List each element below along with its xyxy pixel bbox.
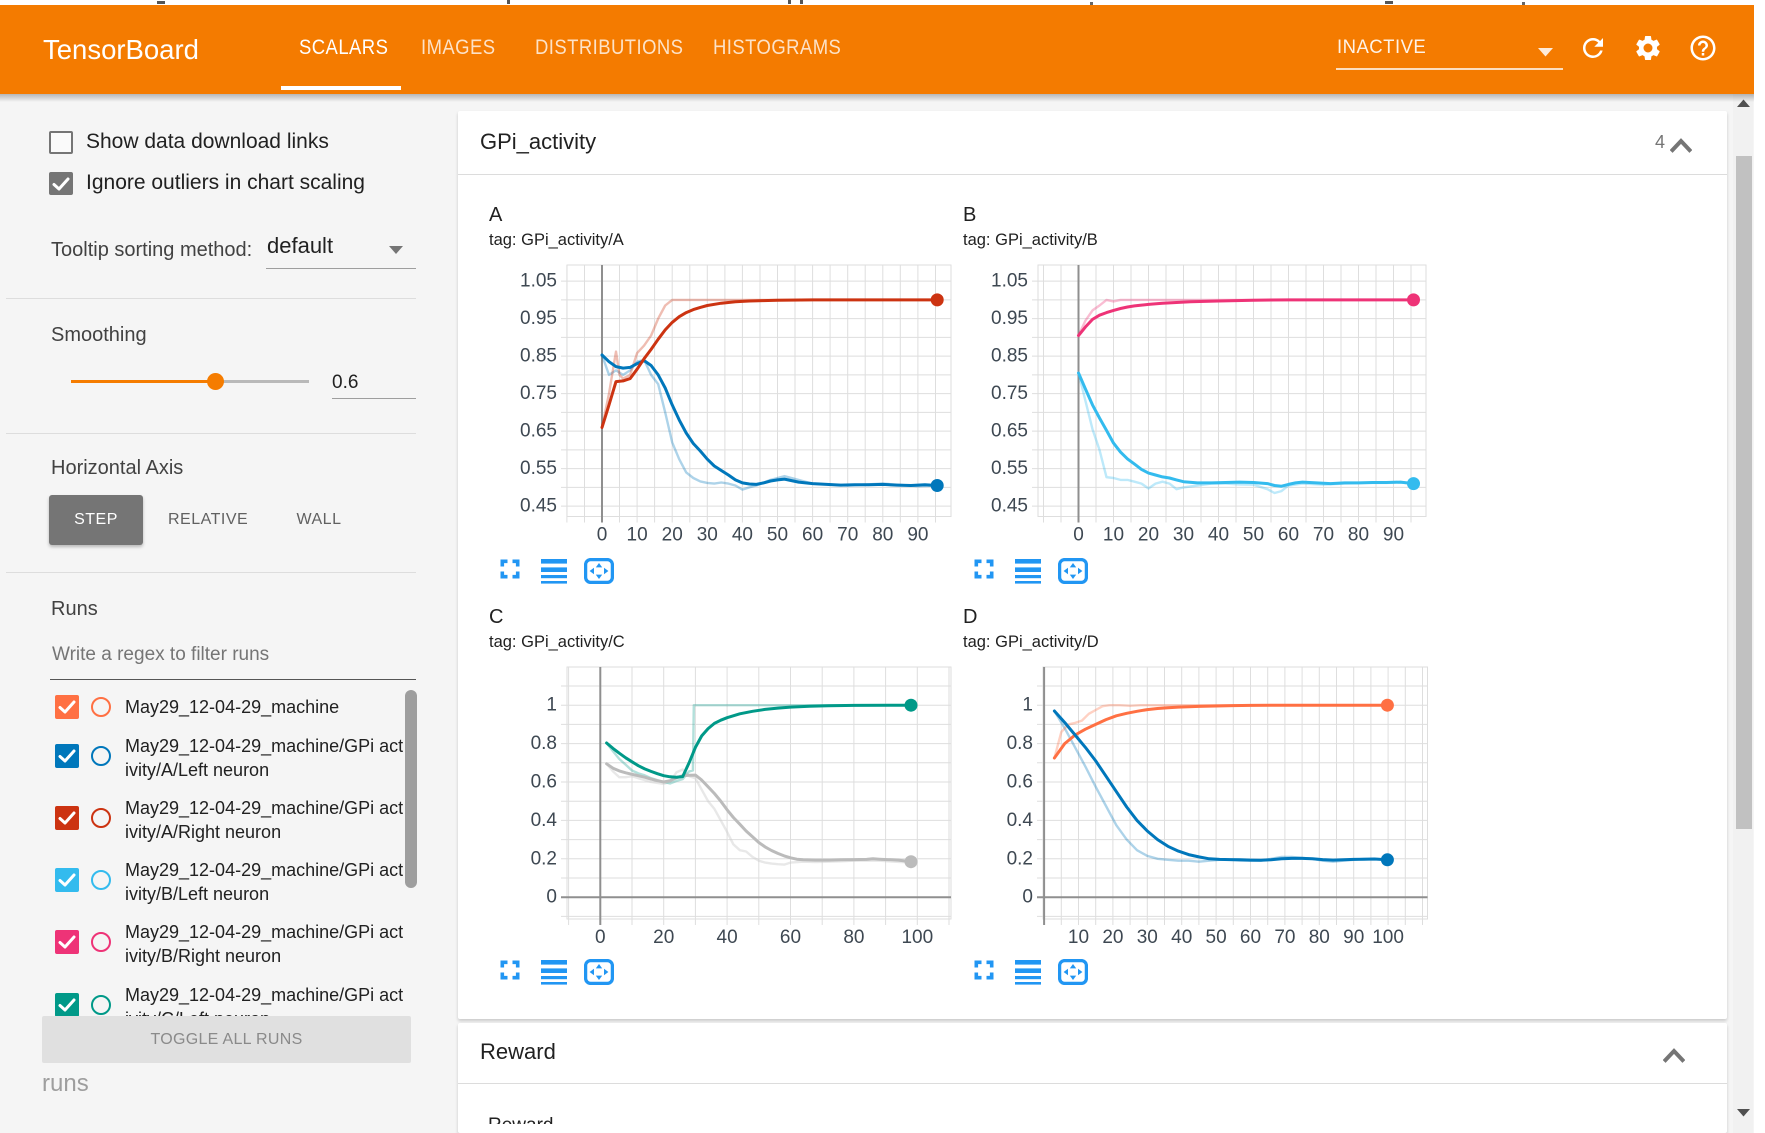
svg-text:80: 80 (1348, 524, 1369, 545)
svg-text:0.45: 0.45 (991, 495, 1028, 516)
svg-text:1: 1 (546, 695, 557, 716)
svg-text:30: 30 (697, 524, 718, 545)
svg-text:10: 10 (627, 524, 648, 545)
svg-text:40: 40 (716, 927, 737, 948)
svg-text:20: 20 (662, 524, 683, 545)
svg-text:60: 60 (1278, 524, 1299, 545)
svg-text:60: 60 (1239, 927, 1260, 948)
svg-text:70: 70 (837, 524, 858, 545)
svg-text:0.8: 0.8 (1006, 733, 1032, 754)
svg-text:100: 100 (901, 927, 933, 948)
svg-text:80: 80 (843, 927, 864, 948)
svg-text:20: 20 (1138, 524, 1159, 545)
svg-text:0.95: 0.95 (991, 308, 1028, 329)
svg-text:0.4: 0.4 (530, 810, 557, 831)
svg-text:0.85: 0.85 (520, 345, 557, 366)
svg-text:20: 20 (653, 927, 674, 948)
svg-text:30: 30 (1136, 927, 1157, 948)
svg-text:40: 40 (732, 524, 753, 545)
svg-text:80: 80 (1308, 927, 1329, 948)
svg-text:0: 0 (595, 927, 606, 948)
svg-text:0: 0 (1073, 524, 1084, 545)
svg-text:20: 20 (1102, 927, 1123, 948)
svg-text:40: 40 (1171, 927, 1192, 948)
svg-text:1: 1 (1022, 695, 1033, 716)
svg-text:0.6: 0.6 (530, 772, 556, 793)
svg-text:0.4: 0.4 (1006, 810, 1033, 831)
svg-text:1.05: 1.05 (991, 270, 1028, 291)
svg-text:0.8: 0.8 (530, 733, 556, 754)
svg-text:0.75: 0.75 (991, 383, 1028, 404)
svg-text:0: 0 (597, 524, 608, 545)
svg-text:0.6: 0.6 (1006, 772, 1032, 793)
svg-text:0.95: 0.95 (520, 308, 557, 329)
svg-text:100: 100 (1372, 927, 1404, 948)
svg-text:70: 70 (1274, 927, 1295, 948)
svg-text:0.75: 0.75 (520, 383, 557, 404)
svg-text:60: 60 (779, 927, 800, 948)
svg-text:0.85: 0.85 (991, 345, 1028, 366)
svg-text:0.55: 0.55 (520, 458, 557, 479)
svg-text:0.2: 0.2 (530, 848, 556, 869)
svg-text:1.05: 1.05 (520, 270, 557, 291)
svg-text:50: 50 (1243, 524, 1264, 545)
svg-text:0.45: 0.45 (520, 495, 557, 516)
svg-text:30: 30 (1173, 524, 1194, 545)
svg-text:10: 10 (1103, 524, 1124, 545)
svg-text:0.65: 0.65 (991, 420, 1028, 441)
svg-text:0.65: 0.65 (520, 420, 557, 441)
svg-text:0.2: 0.2 (1006, 848, 1032, 869)
svg-text:10: 10 (1067, 927, 1088, 948)
svg-text:0: 0 (546, 887, 557, 908)
svg-text:70: 70 (1313, 524, 1334, 545)
svg-text:50: 50 (1205, 927, 1226, 948)
svg-text:60: 60 (802, 524, 823, 545)
svg-text:40: 40 (1208, 524, 1229, 545)
svg-text:90: 90 (907, 524, 928, 545)
svg-text:80: 80 (872, 524, 893, 545)
svg-text:0: 0 (1022, 887, 1033, 908)
svg-text:0.55: 0.55 (991, 458, 1028, 479)
svg-text:50: 50 (767, 524, 788, 545)
svg-text:90: 90 (1343, 927, 1364, 948)
svg-text:90: 90 (1383, 524, 1404, 545)
